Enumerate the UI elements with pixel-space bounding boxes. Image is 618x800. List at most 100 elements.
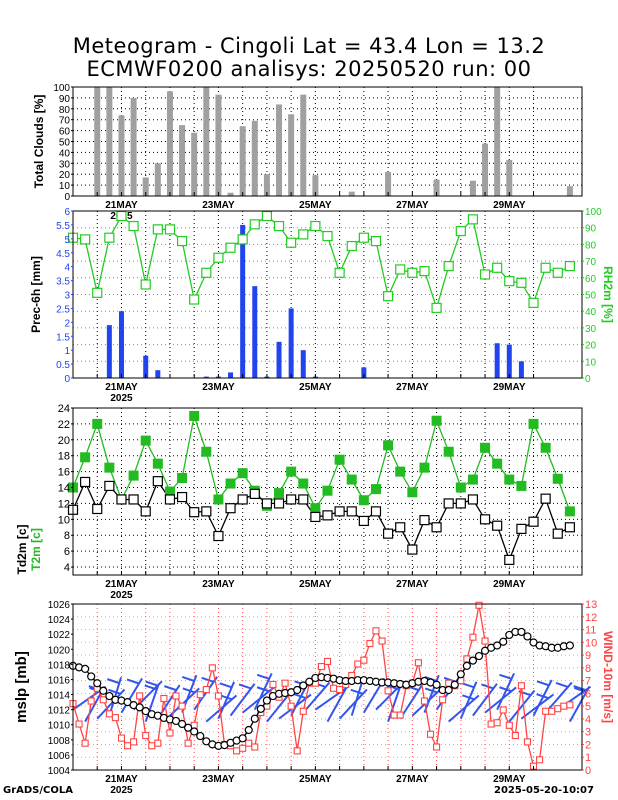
wind-marker	[281, 679, 289, 687]
mslp-ytick-label: 1020	[48, 645, 71, 656]
cloud-bar	[385, 172, 392, 196]
cloud-bar	[494, 87, 501, 196]
rh-marker	[237, 234, 248, 245]
clouds-ytick-label: 50	[59, 138, 71, 149]
wind-ylabel: WIND-10m [m/s]	[601, 631, 615, 723]
td2m-marker	[552, 528, 563, 539]
rh-marker	[504, 276, 515, 287]
clouds-ylabel: Total Clouds [%]	[32, 95, 46, 189]
clouds-ytick-label: 0	[64, 192, 70, 203]
mslp-marker	[250, 714, 259, 723]
mslp-ylabel: mslp [mb]	[13, 651, 30, 723]
cloud-bar	[288, 114, 295, 196]
mslp-ytick-label: 1022	[48, 630, 71, 641]
mslp-marker	[468, 656, 478, 665]
mslp-marker	[523, 632, 532, 641]
wind-barb-flag	[106, 678, 120, 685]
mslp-marker	[432, 680, 441, 689]
rh-ytick-label: 100	[585, 207, 602, 218]
rh-marker	[516, 277, 527, 288]
mslp-marker	[244, 725, 253, 735]
t2m-marker	[467, 474, 478, 485]
temp-ytick-label: 6	[64, 546, 70, 558]
td2m-marker	[528, 516, 539, 527]
wind-marker	[323, 657, 332, 666]
wind-barb-flag	[573, 685, 586, 692]
precip-ytick-label: 4	[64, 263, 70, 274]
precip-ytick-label: 0	[64, 374, 70, 385]
td2m-marker	[104, 480, 115, 492]
wind-marker	[75, 720, 83, 728]
mslp-xtick-label: 25MAY	[299, 774, 332, 785]
td2m-marker	[80, 476, 91, 488]
t2m-marker	[298, 478, 309, 489]
temp-ytick-label: 12	[58, 498, 70, 510]
rh-marker	[249, 219, 260, 230]
mslp-marker	[499, 637, 508, 646]
t2m-marker	[334, 454, 345, 465]
wind-marker	[481, 637, 489, 645]
td2m-marker	[225, 503, 236, 514]
mslp-marker	[256, 704, 265, 713]
wind-marker	[87, 697, 95, 705]
wind-marker	[414, 659, 422, 667]
rh-ylabel: RH2m [%]	[601, 266, 615, 323]
mslp-marker	[444, 685, 453, 695]
mslp-ytick-label: 1024	[48, 615, 71, 626]
mslp-ytick-label: 1012	[48, 706, 71, 717]
wind-marker	[433, 743, 441, 751]
mslp-xtick-label: 29MAY	[493, 774, 526, 785]
mslp-marker	[493, 641, 502, 650]
cloud-bar	[179, 125, 186, 196]
td2m-marker	[128, 494, 139, 505]
rh-marker	[213, 252, 224, 263]
cloud-bar	[94, 87, 101, 196]
rh-ytick-label: 70	[585, 257, 597, 268]
wind-marker	[330, 684, 338, 692]
wind-marker	[299, 707, 307, 715]
td2m-marker	[443, 498, 454, 509]
rh-marker	[261, 210, 273, 222]
mslp-ytick-label: 1006	[48, 751, 71, 762]
rh-marker	[492, 262, 503, 273]
rh-marker	[528, 297, 539, 308]
precip-bar	[494, 343, 500, 378]
td2m-marker	[140, 506, 151, 517]
mslp-marker	[474, 651, 484, 661]
rh-marker	[164, 224, 176, 235]
clouds-xtick-label: 23MAY	[202, 200, 235, 211]
mslp-frame	[72, 603, 583, 771]
rh-marker	[419, 266, 430, 277]
wind-marker	[366, 640, 374, 648]
mslp-marker	[99, 686, 108, 695]
wind-marker	[317, 663, 325, 671]
t2m-marker	[552, 473, 563, 484]
wind-marker	[105, 710, 113, 718]
wind-marker	[560, 702, 568, 710]
precip-ytick-label: 3	[64, 291, 70, 302]
wind-ytick-label: 13	[585, 599, 597, 611]
wind-marker	[154, 739, 162, 747]
temp-ytick-label: 8	[64, 530, 70, 542]
precip-ytick-label: 4.5	[56, 249, 70, 260]
precip-bar	[518, 361, 524, 378]
td2m-marker	[382, 528, 394, 539]
mslp-ytick-label: 1010	[48, 721, 71, 732]
wind-marker	[499, 706, 507, 714]
wind-marker	[184, 739, 192, 747]
t2m-marker	[346, 474, 357, 485]
wind-marker	[384, 687, 392, 695]
rh-marker	[455, 225, 466, 237]
wind-marker	[469, 633, 477, 641]
rh-ytick-label: 60	[585, 274, 597, 285]
t2m-marker	[443, 446, 454, 457]
t2m-marker	[104, 462, 115, 473]
wind-marker	[493, 719, 501, 727]
rh-marker	[104, 232, 115, 243]
t2m-marker	[564, 506, 575, 517]
t2m-marker	[383, 440, 394, 451]
t2m-marker	[540, 442, 551, 453]
wind-marker	[239, 744, 247, 752]
temp-ytick-label: 16	[58, 467, 70, 479]
